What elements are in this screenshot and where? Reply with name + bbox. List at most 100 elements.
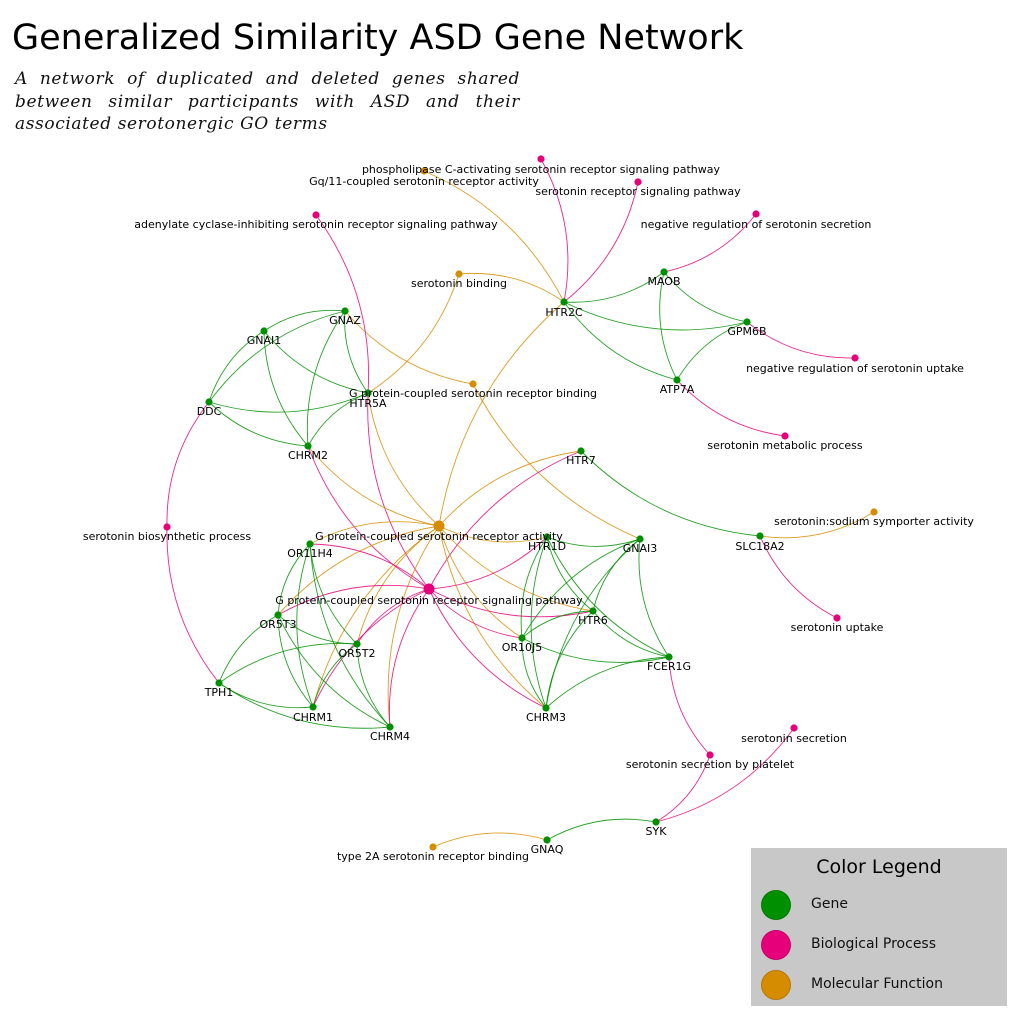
node-sr-sig <box>634 178 642 186</box>
edge-or5t2-chrm1 <box>312 643 358 708</box>
edge-htr1d-chrm3 <box>530 536 548 709</box>
edge-htr2c-plc-sig <box>540 158 569 303</box>
edge-htr1d-htr6 <box>546 536 594 612</box>
edge-gnai3-or10j5 <box>521 538 641 639</box>
node-label-uptake: serotonin uptake <box>791 621 884 634</box>
edge-htr5a-adcy-sig <box>315 214 369 394</box>
edge-htr1d-or10j5 <box>520 536 548 639</box>
edge-htr2c-atp7a <box>563 301 678 381</box>
node-label-fcer1g: FCER1G <box>647 660 691 673</box>
edge-gpcr-sig-or10j5 <box>428 588 523 639</box>
edge-htr1d-gnai3 <box>546 536 641 547</box>
color-legend: Color Legend Gene Biological Process Mol… <box>751 848 1007 1006</box>
legend-label-biological-process: Biological Process <box>811 936 937 952</box>
node-chrm2 <box>304 442 312 450</box>
node-label-chrm4: CHRM4 <box>370 730 410 743</box>
node-label-symp: serotonin:sodium symporter activity <box>774 515 974 528</box>
edge-fcer1g-chrm3 <box>545 656 670 709</box>
node-chrm4 <box>386 723 394 731</box>
node-gnai1 <box>260 327 268 335</box>
edge-htr6-fcer1g <box>592 610 670 658</box>
edge-gpcr-act-chrm4 <box>387 525 440 728</box>
network-labels: HTR2C MAOB GPM6B ATP7A GNAZ GNAI1 DDC HTR5A CHRM… <box>83 163 975 863</box>
node-or5t2 <box>353 640 361 648</box>
node-label-htr1d: HTR1D <box>528 540 566 553</box>
node-label-tph1: TPH1 <box>204 686 234 699</box>
edge-gpcr-act-htr1d <box>438 525 548 543</box>
edge-gnaz-gpcr-bind <box>344 310 474 385</box>
edge-gpcr-act-chrm1 <box>312 525 440 708</box>
edge-htr2c-gpm6b <box>563 301 748 331</box>
edge-htr5a-gpcr-sig <box>367 392 430 590</box>
edge-gpm6b-atp7a <box>676 321 748 381</box>
edge-gnaq-t2a <box>432 832 548 848</box>
node-syk <box>652 818 660 826</box>
node-label-gpm6b: GPM6B <box>727 325 766 338</box>
node-label-gpcr-act: G protein-coupled serotonin receptor act… <box>315 530 563 543</box>
node-label-gpcr-sig: G protein-coupled serotonin receptor sig… <box>275 594 583 607</box>
node-label-or11h4: OR11H4 <box>287 547 333 560</box>
node-biosyn <box>163 523 171 531</box>
node-gnaz <box>341 307 349 315</box>
node-fcer1g <box>665 653 673 661</box>
edge-or10j5-chrm3 <box>521 637 547 709</box>
edge-htr2c-gq11 <box>423 170 565 303</box>
node-gpcr-sig <box>423 583 435 595</box>
edge-gpcr-act-chrm3 <box>438 525 547 709</box>
edge-htr2c-maob <box>563 271 665 303</box>
node-label-gnai3: GNAI3 <box>623 542 658 555</box>
legend-swatch-gene <box>761 890 791 920</box>
edge-slc18a2-uptake <box>759 535 838 619</box>
edge-ddc-chrm2 <box>208 401 309 447</box>
legend-swatch-biological-process <box>761 930 791 960</box>
node-met <box>781 432 789 440</box>
node-htr5a <box>364 389 372 397</box>
node-label-slc18a2: SLC18A2 <box>735 540 784 553</box>
edge-gnai3-fcer1g <box>638 538 670 658</box>
node-t2a <box>429 843 437 851</box>
edge-gnaz-gnai1 <box>263 309 346 332</box>
node-label-htr7: HTR7 <box>566 454 596 467</box>
node-label-t2a: type 2A serotonin receptor binding <box>337 850 529 863</box>
edge-htr2c-sr-sig <box>563 181 639 303</box>
node-label-sec: serotonin secretion <box>741 732 847 745</box>
node-htr2c <box>560 298 568 306</box>
node-label-htr5a: HTR5A <box>349 397 387 410</box>
edge-or10j5-fcer1g <box>521 637 670 663</box>
legend-label-molecular-function: Molecular Function <box>811 976 943 992</box>
edge-htr1d-fcer1g <box>546 536 670 658</box>
page-title: Generalized Similarity ASD Gene Network <box>12 18 744 58</box>
edge-gpcr-sig-chrm4 <box>389 588 430 728</box>
node-gq11 <box>420 167 428 175</box>
node-htr6 <box>589 607 597 615</box>
edge-gpcr-act-or5t3 <box>277 525 440 616</box>
node-label-or5t3: OR5T3 <box>259 618 296 631</box>
node-gnai3 <box>636 535 644 543</box>
edge-gpcr-sig-htr1d <box>428 536 548 590</box>
edge-htr7-gpcr-act <box>438 450 582 527</box>
edge-gpcr-act-htr6 <box>438 525 594 612</box>
edge-htr5a-gpcr-act <box>367 392 440 527</box>
node-label-bind: serotonin binding <box>411 277 507 290</box>
edge-gnaz-htr5a <box>344 310 369 394</box>
node-label-plc-sig: phospholipase C-activating serotonin rec… <box>362 163 721 176</box>
edge-or11h4-chrm4 <box>309 543 391 728</box>
edge-gnai3-chrm3 <box>545 538 641 709</box>
edge-gpcr-sig-or11h4 <box>309 543 430 590</box>
node-label-ddc: DDC <box>197 405 222 418</box>
edge-htr2c-gpcr-act <box>438 301 565 527</box>
edge-or5t3-tph1 <box>218 614 279 684</box>
edge-gpm6b-neg-upt <box>746 321 856 359</box>
edge-gnai1-ddc <box>208 330 265 403</box>
edge-maob-neg-sec <box>663 213 757 273</box>
node-label-adcy-sig: adenylate cyclase-inhibiting serotonin r… <box>134 218 498 231</box>
edge-or11h4-chrm1 <box>296 543 314 708</box>
edge-or5t2-tph1 <box>218 643 358 684</box>
edge-maob-atp7a <box>659 271 678 381</box>
edge-syk-sec-plt <box>655 754 711 823</box>
node-label-gpcr-bind: G protein-coupled serotonin receptor bin… <box>349 387 597 400</box>
node-gpm6b <box>743 318 751 326</box>
edge-gpcr-sig-chrm1 <box>312 588 430 708</box>
node-label-met: serotonin metabolic process <box>707 439 862 452</box>
